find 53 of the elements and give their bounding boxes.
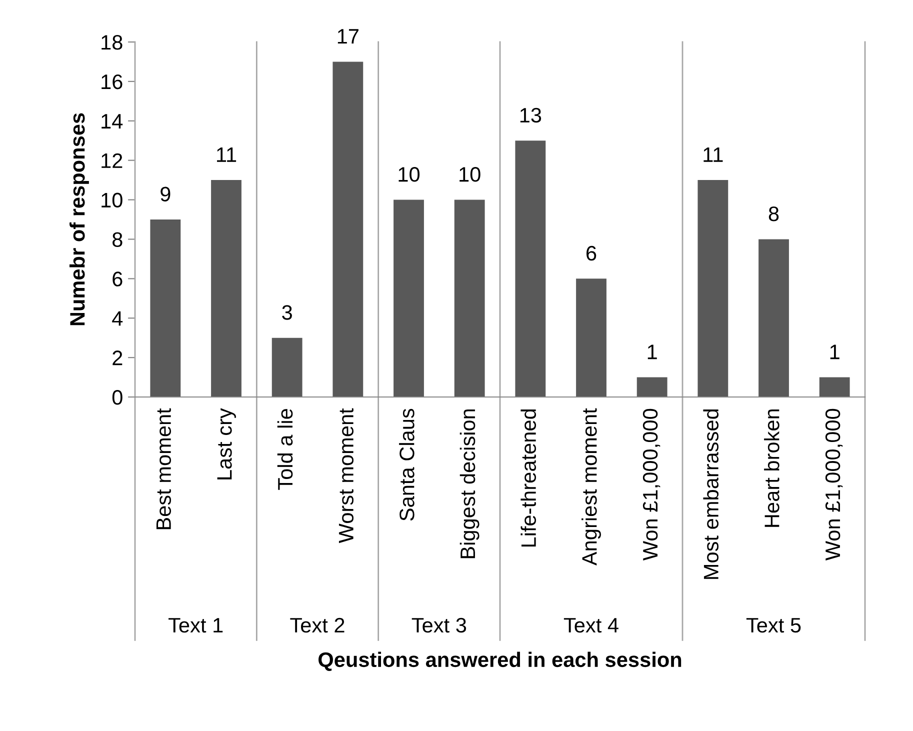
data-label: 9 <box>160 186 170 202</box>
x-tick-label: Life-threatened <box>520 409 536 547</box>
bar <box>211 180 242 397</box>
data-label: 1 <box>648 344 657 360</box>
bar <box>150 220 181 397</box>
y-tick-label: 16 <box>102 74 122 90</box>
bar <box>819 377 850 397</box>
bar <box>272 338 302 397</box>
y-tick-label: 0 <box>112 390 122 405</box>
data-label: 1 <box>830 344 840 360</box>
bar <box>758 239 789 397</box>
x-axis-title: Qeustions answered in each session <box>318 652 682 671</box>
bar <box>332 62 364 397</box>
y-tick-label: 8 <box>112 232 122 247</box>
y-tick-label: 10 <box>102 192 122 208</box>
y-tick-label: 2 <box>112 350 122 366</box>
data-label: 8 <box>768 206 779 222</box>
data-label: 6 <box>586 246 596 261</box>
x-tick-label: Won £1,000,000 <box>642 408 660 561</box>
x-tick-label: Heart broken <box>764 409 780 527</box>
x-tick-label: Santa Claus <box>399 408 414 521</box>
data-label: 17 <box>338 29 358 44</box>
y-tick-label: 4 <box>112 311 123 326</box>
x-tick-label: Won £1,000,000 <box>825 408 843 561</box>
y-tick-label: 14 <box>102 114 123 128</box>
x-tick-label: Last cry <box>217 408 236 480</box>
text: Text 2 <box>290 618 344 633</box>
y-tick-label: 6 <box>112 272 122 286</box>
bar <box>515 140 546 397</box>
y-axis-title: Numebr of responses <box>69 113 89 326</box>
data-label: 10 <box>460 167 480 182</box>
text: Text 4 <box>564 618 618 633</box>
bar <box>698 180 728 397</box>
y-tick-label: 12 <box>102 153 122 168</box>
text: Text 1 <box>168 618 223 633</box>
y-tick-label: 18 <box>102 35 122 50</box>
x-tick-label: Most embarrassed <box>703 409 719 579</box>
bar <box>454 200 485 397</box>
x-tick-label: Worst moment <box>338 408 354 544</box>
bar <box>394 200 424 397</box>
x-tick-label: Told a lie <box>277 409 293 490</box>
data-label: 10 <box>398 167 420 182</box>
bar <box>576 278 606 397</box>
data-label: 13 <box>520 108 542 123</box>
data-label: 11 <box>217 148 236 162</box>
text: Text 5 <box>746 618 801 633</box>
x-tick-label: Best moment <box>156 408 172 530</box>
x-tick-label: Angriest moment <box>582 408 601 566</box>
text: Text 3 <box>412 618 466 633</box>
x-tick-label: Biggest decision <box>460 409 480 558</box>
data-label: 11 <box>704 148 723 162</box>
data-label: 3 <box>282 305 292 320</box>
bar <box>636 377 668 397</box>
